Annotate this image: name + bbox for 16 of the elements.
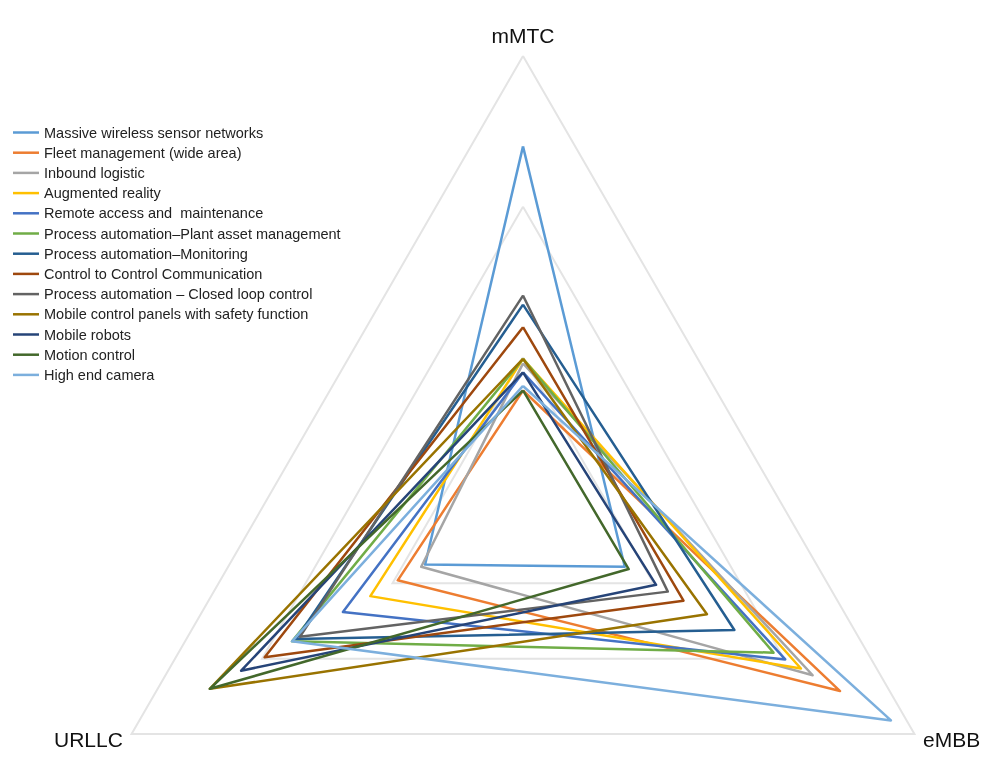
legend-label: Augmented reality bbox=[44, 185, 162, 202]
legend-label: Massive wireless sensor networks bbox=[44, 124, 264, 141]
spoke-label: eMBB bbox=[923, 727, 981, 751]
legend-label: Mobile control panels with safety function bbox=[44, 306, 309, 323]
spoke-label: mMTC bbox=[491, 24, 555, 47]
legend-label: Fleet management (wide area) bbox=[44, 144, 242, 161]
legend-label: Remote access and maintenance bbox=[44, 205, 264, 222]
legend-label: Process automation – Closed loop control bbox=[44, 286, 313, 303]
legend-label: Process automation–Plant asset management bbox=[44, 225, 341, 242]
legend-label: High end camera bbox=[44, 366, 156, 383]
spoke-label: URLLC bbox=[54, 727, 123, 751]
legend-label: Mobile robots bbox=[44, 326, 132, 343]
legend-label: Motion control bbox=[44, 346, 136, 363]
legend-label: Process automation–Monitoring bbox=[44, 245, 248, 262]
legend-label: Inbound logistic bbox=[44, 164, 145, 181]
legend-label: Control to Control Communication bbox=[44, 265, 263, 282]
